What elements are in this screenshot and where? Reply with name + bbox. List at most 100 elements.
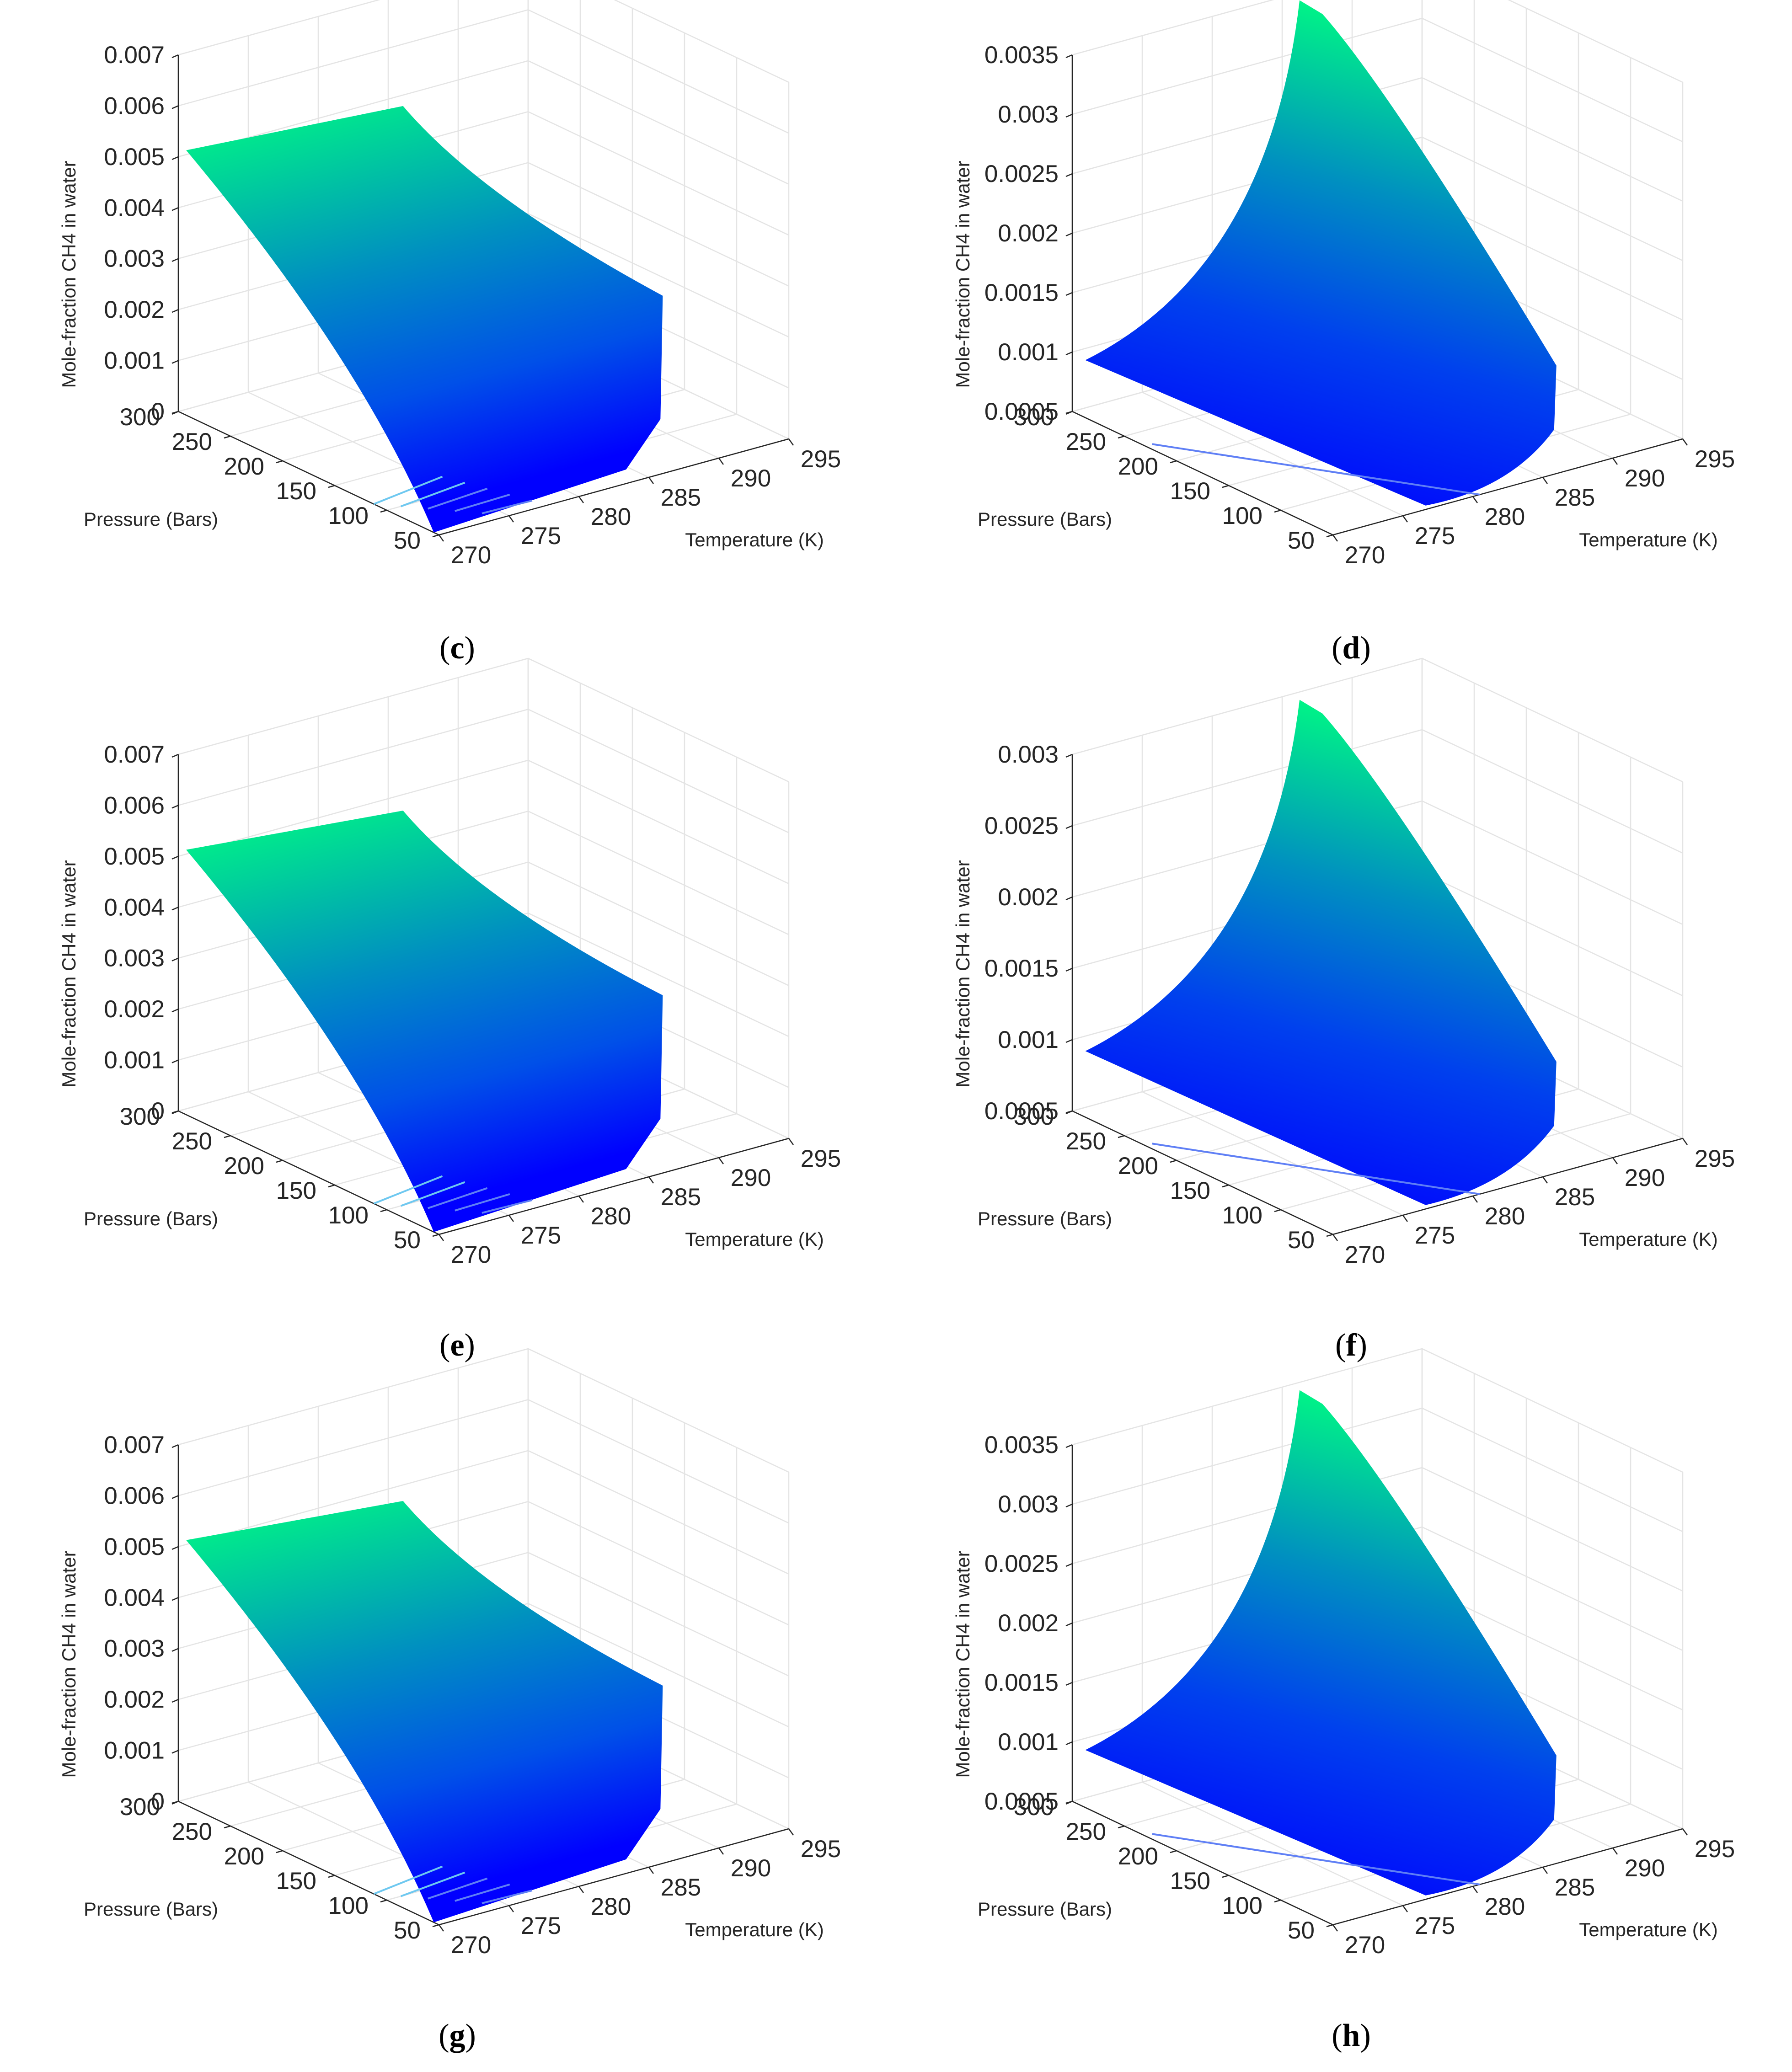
z-tick-label: 0.003 <box>998 101 1059 128</box>
x-tick-label: 290 <box>731 465 771 492</box>
axes: 0 0.001 0.002 0.003 0.004 0.005 0.006 0.007 270 2… <box>104 42 841 569</box>
y-tick-label: 200 <box>224 1153 264 1180</box>
z-axis-label: Mole-fraction CH4 in water <box>58 860 80 1087</box>
z-tick-mark <box>1065 351 1073 356</box>
z-tick-mark <box>171 156 179 160</box>
y-tick-label: 200 <box>224 1843 264 1870</box>
y-tick-mark <box>1222 485 1229 488</box>
x-tick-mark <box>578 1196 584 1203</box>
floor-gridline <box>1142 1781 1403 1906</box>
y-tick-label: 150 <box>1170 1177 1210 1204</box>
chart-panel-f: 0.0005 0.001 0.0015 0.002 0.0025 0.003 270 275 2… <box>952 657 1735 1363</box>
z-tick-label: 0.0025 <box>984 812 1059 839</box>
y-tick-label: 200 <box>1118 453 1158 480</box>
surface <box>186 1501 663 1922</box>
z-tick-label: 0.001 <box>104 1737 165 1764</box>
z-tick-mark <box>1065 1563 1073 1567</box>
y-tick-label: 250 <box>1066 1818 1106 1845</box>
x-tick-mark <box>1682 1138 1688 1145</box>
y-tick-label: 250 <box>172 1818 212 1845</box>
z-tick-mark <box>171 309 179 313</box>
x-tick-mark <box>788 1828 794 1836</box>
wall-gridline <box>1072 1407 1683 1533</box>
y-tick-label: 300 <box>120 404 160 431</box>
z-tick-mark <box>1065 1741 1073 1746</box>
x-tick-label: 275 <box>1415 1912 1455 1939</box>
z-tick-label: 0.007 <box>104 741 165 768</box>
x-tick-mark <box>508 515 514 523</box>
caption-open: ( <box>439 630 450 666</box>
y-tick-mark <box>1326 1234 1333 1237</box>
z-tick-mark <box>171 1546 179 1550</box>
z-axis-label: Mole-fraction CH4 in water <box>952 860 974 1087</box>
z-tick-mark <box>171 753 179 758</box>
z-tick-mark <box>1065 825 1073 829</box>
z-tick-label: 0.003 <box>998 741 1059 768</box>
x-tick-label: 270 <box>451 1241 491 1268</box>
y-tick-label: 300 <box>120 1794 160 1821</box>
x-tick-mark <box>718 1848 724 1855</box>
x-tick-mark <box>1402 1215 1408 1222</box>
wall-gridline <box>178 1399 789 1524</box>
floor-gridline <box>1142 1091 1403 1216</box>
y-tick-mark <box>1222 1874 1229 1878</box>
y-tick-mark <box>1065 1110 1073 1114</box>
caption-letter: e <box>450 1328 464 1363</box>
axes: 0 0.001 0.002 0.003 0.004 0.005 0.006 0.007 270 2… <box>104 741 841 1268</box>
x-tick-label: 280 <box>591 1893 631 1920</box>
wall-gridline <box>1072 1467 1683 1592</box>
axes: 0 0.001 0.002 0.003 0.004 0.005 0.006 0.007 270 2… <box>104 1431 841 1959</box>
wall-gridline <box>1072 800 1683 925</box>
y-tick-mark <box>1326 1924 1333 1928</box>
x-tick-mark <box>788 438 794 446</box>
surface <box>1085 0 1557 506</box>
z-tick-mark <box>171 258 179 262</box>
x-tick-label: 275 <box>521 1222 561 1249</box>
x-axis-label: Temperature (K) <box>685 529 824 550</box>
y-tick-label: 150 <box>276 478 316 505</box>
contour-line <box>455 493 510 512</box>
caption-close: ) <box>1357 1328 1367 1363</box>
contour-line <box>1152 1833 1480 1885</box>
wall-gridline <box>178 709 789 833</box>
y-tick-mark <box>224 1135 231 1138</box>
z-tick-mark <box>1065 292 1073 296</box>
surface-patch <box>186 1501 663 1922</box>
caption-open: ( <box>1332 2018 1342 2053</box>
panel-caption: (f) <box>1335 1328 1367 1363</box>
y-tick-label: 150 <box>1170 1868 1210 1895</box>
x-axis-line <box>1332 1137 1683 1235</box>
z-tick-label: 0.0015 <box>984 955 1059 982</box>
y-tick-label: 150 <box>1170 478 1210 505</box>
caption-letter: c <box>450 630 464 666</box>
x-tick-label: 290 <box>1625 1855 1665 1882</box>
surface-patch <box>186 811 663 1232</box>
x-tick-mark <box>1542 477 1548 484</box>
x-tick-label: 290 <box>731 1855 771 1882</box>
contour-line <box>481 1199 533 1214</box>
x-axis-line <box>1332 438 1683 536</box>
x-tick-mark <box>1682 1828 1688 1836</box>
y-tick-label: 300 <box>1014 1103 1054 1130</box>
x-tick-mark <box>1472 1196 1478 1203</box>
z-tick-label: 0.007 <box>104 42 165 69</box>
x-tick-label: 290 <box>1625 1164 1665 1191</box>
z-tick-mark <box>171 805 179 809</box>
z-tick-label: 0.0005 <box>984 1098 1059 1125</box>
z-tick-mark <box>1065 232 1073 237</box>
y-tick-mark <box>1118 435 1125 439</box>
z-tick-label: 0.001 <box>998 1729 1059 1756</box>
wall-gridline <box>1072 77 1683 202</box>
y-axis-label: Pressure (Bars) <box>978 1898 1112 1920</box>
z-tick-mark <box>171 207 179 211</box>
wall-gridline <box>1072 729 1683 854</box>
wall-gridline <box>178 60 789 185</box>
wall-gridline <box>1072 136 1683 262</box>
y-tick-label: 300 <box>120 1103 160 1130</box>
z-tick-label: 0.006 <box>104 792 165 819</box>
y-axis-label: Pressure (Bars) <box>84 1208 218 1229</box>
z-tick-mark <box>171 1495 179 1499</box>
z-tick-label: 0.002 <box>104 996 165 1023</box>
surface <box>186 106 663 533</box>
wall-gridline <box>1072 1526 1683 1651</box>
